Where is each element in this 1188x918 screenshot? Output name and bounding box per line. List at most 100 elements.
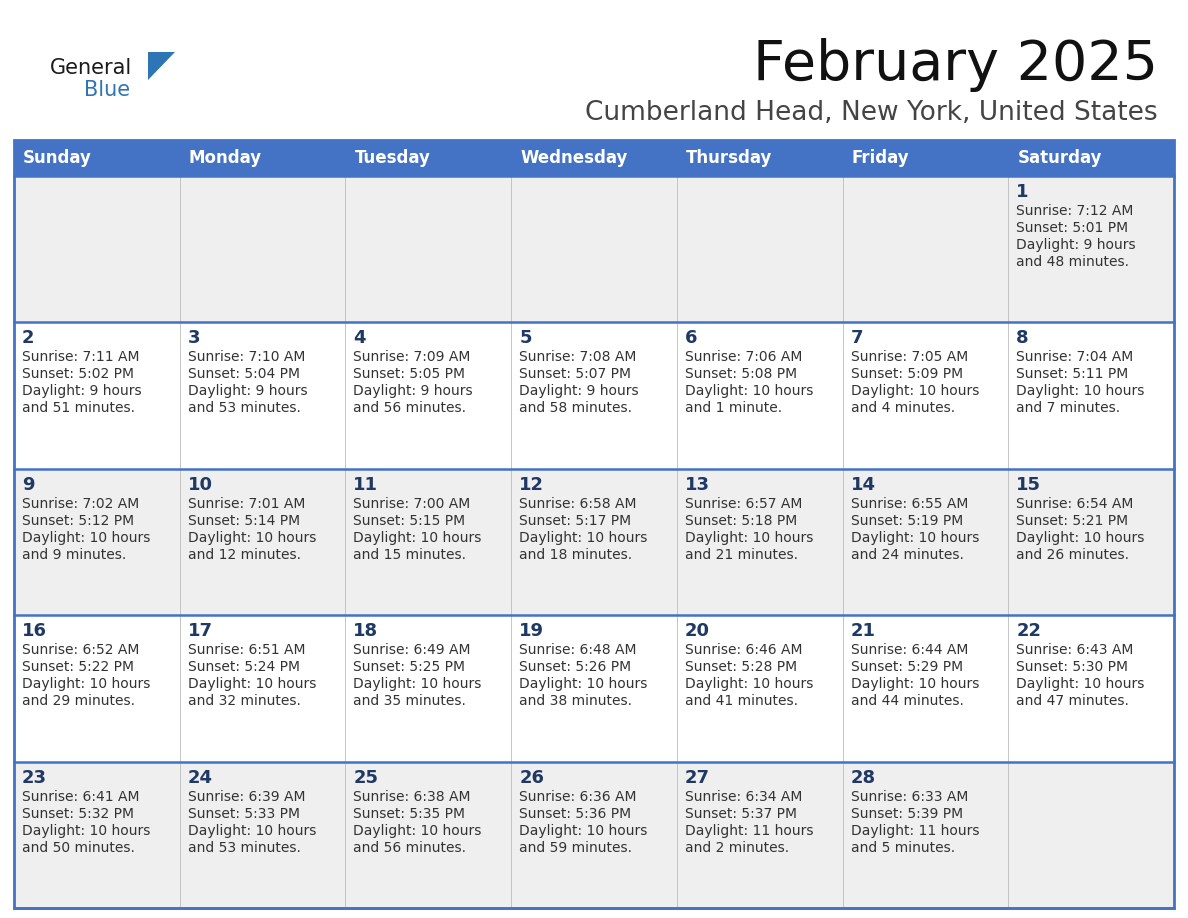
Text: Sunset: 5:26 PM: Sunset: 5:26 PM	[519, 660, 631, 674]
Text: Sunset: 5:05 PM: Sunset: 5:05 PM	[353, 367, 466, 381]
Text: 1: 1	[1016, 183, 1029, 201]
Text: Sunset: 5:04 PM: Sunset: 5:04 PM	[188, 367, 299, 381]
Text: Friday: Friday	[852, 149, 909, 167]
Text: Tuesday: Tuesday	[354, 149, 430, 167]
Text: Sunrise: 7:01 AM: Sunrise: 7:01 AM	[188, 497, 305, 510]
Text: 6: 6	[684, 330, 697, 347]
Text: and 53 minutes.: and 53 minutes.	[188, 401, 301, 416]
Text: Sunset: 5:32 PM: Sunset: 5:32 PM	[23, 807, 134, 821]
Text: Monday: Monday	[189, 149, 261, 167]
Text: Daylight: 10 hours: Daylight: 10 hours	[519, 823, 647, 837]
Text: Daylight: 10 hours: Daylight: 10 hours	[684, 677, 814, 691]
Text: Daylight: 9 hours: Daylight: 9 hours	[188, 385, 308, 398]
Text: Sunset: 5:08 PM: Sunset: 5:08 PM	[684, 367, 797, 381]
Text: Sunset: 5:28 PM: Sunset: 5:28 PM	[684, 660, 797, 674]
Text: Sunset: 5:36 PM: Sunset: 5:36 PM	[519, 807, 631, 821]
Text: Sunrise: 6:55 AM: Sunrise: 6:55 AM	[851, 497, 968, 510]
Text: 12: 12	[519, 476, 544, 494]
Text: and 35 minutes.: and 35 minutes.	[353, 694, 467, 708]
Text: Sunset: 5:35 PM: Sunset: 5:35 PM	[353, 807, 466, 821]
Text: Sunset: 5:24 PM: Sunset: 5:24 PM	[188, 660, 299, 674]
Text: Sunrise: 6:34 AM: Sunrise: 6:34 AM	[684, 789, 802, 803]
Bar	[14, 140, 1174, 908]
Text: Sunrise: 6:54 AM: Sunrise: 6:54 AM	[1016, 497, 1133, 510]
Text: Sunrise: 7:10 AM: Sunrise: 7:10 AM	[188, 351, 305, 364]
Text: Daylight: 10 hours: Daylight: 10 hours	[519, 677, 647, 691]
Text: Sunset: 5:17 PM: Sunset: 5:17 PM	[519, 514, 631, 528]
Text: and 24 minutes.: and 24 minutes.	[851, 548, 963, 562]
Text: and 21 minutes.: and 21 minutes.	[684, 548, 798, 562]
Text: Sunrise: 6:51 AM: Sunrise: 6:51 AM	[188, 644, 305, 657]
Text: 4: 4	[353, 330, 366, 347]
Text: Sunrise: 6:36 AM: Sunrise: 6:36 AM	[519, 789, 637, 803]
Text: and 32 minutes.: and 32 minutes.	[188, 694, 301, 708]
Text: Sunrise: 7:08 AM: Sunrise: 7:08 AM	[519, 351, 637, 364]
Text: Daylight: 10 hours: Daylight: 10 hours	[188, 677, 316, 691]
Text: Blue: Blue	[84, 80, 131, 100]
Text: 15: 15	[1016, 476, 1042, 494]
Text: 28: 28	[851, 768, 876, 787]
Text: Sunset: 5:21 PM: Sunset: 5:21 PM	[1016, 514, 1129, 528]
Text: Daylight: 10 hours: Daylight: 10 hours	[684, 531, 814, 544]
Text: 26: 26	[519, 768, 544, 787]
Text: Sunrise: 6:48 AM: Sunrise: 6:48 AM	[519, 644, 637, 657]
Bar	[14, 176, 1174, 322]
Text: Sunrise: 6:52 AM: Sunrise: 6:52 AM	[23, 644, 139, 657]
Text: 3: 3	[188, 330, 201, 347]
Text: Sunset: 5:01 PM: Sunset: 5:01 PM	[1016, 221, 1129, 235]
Text: 13: 13	[684, 476, 710, 494]
Text: Sunset: 5:33 PM: Sunset: 5:33 PM	[188, 807, 299, 821]
Text: and 44 minutes.: and 44 minutes.	[851, 694, 963, 708]
Text: Sunrise: 7:09 AM: Sunrise: 7:09 AM	[353, 351, 470, 364]
Text: 27: 27	[684, 768, 710, 787]
Text: Sunset: 5:12 PM: Sunset: 5:12 PM	[23, 514, 134, 528]
Text: 19: 19	[519, 622, 544, 640]
Text: Sunrise: 7:00 AM: Sunrise: 7:00 AM	[353, 497, 470, 510]
Text: 2: 2	[23, 330, 34, 347]
Text: Sunset: 5:29 PM: Sunset: 5:29 PM	[851, 660, 962, 674]
Text: Daylight: 10 hours: Daylight: 10 hours	[851, 677, 979, 691]
Text: Sunday: Sunday	[23, 149, 91, 167]
Text: and 50 minutes.: and 50 minutes.	[23, 841, 135, 855]
Text: and 7 minutes.: and 7 minutes.	[1016, 401, 1120, 416]
Text: Saturday: Saturday	[1017, 149, 1101, 167]
Text: Daylight: 10 hours: Daylight: 10 hours	[353, 531, 482, 544]
Text: 24: 24	[188, 768, 213, 787]
Text: February 2025: February 2025	[753, 38, 1158, 92]
Text: Sunrise: 6:43 AM: Sunrise: 6:43 AM	[1016, 644, 1133, 657]
Text: and 41 minutes.: and 41 minutes.	[684, 694, 798, 708]
Bar	[14, 615, 1174, 762]
Text: and 53 minutes.: and 53 minutes.	[188, 841, 301, 855]
Text: Daylight: 10 hours: Daylight: 10 hours	[23, 823, 151, 837]
Text: Daylight: 10 hours: Daylight: 10 hours	[353, 677, 482, 691]
Text: Sunset: 5:22 PM: Sunset: 5:22 PM	[23, 660, 134, 674]
Text: and 26 minutes.: and 26 minutes.	[1016, 548, 1130, 562]
Text: Sunrise: 6:58 AM: Sunrise: 6:58 AM	[519, 497, 637, 510]
Text: Cumberland Head, New York, United States: Cumberland Head, New York, United States	[586, 100, 1158, 126]
Text: and 56 minutes.: and 56 minutes.	[353, 841, 467, 855]
Text: General: General	[50, 58, 132, 78]
Text: and 5 minutes.: and 5 minutes.	[851, 841, 955, 855]
Text: Sunset: 5:39 PM: Sunset: 5:39 PM	[851, 807, 962, 821]
Text: Sunset: 5:02 PM: Sunset: 5:02 PM	[23, 367, 134, 381]
Text: Thursday: Thursday	[685, 149, 772, 167]
Text: Sunset: 5:11 PM: Sunset: 5:11 PM	[1016, 367, 1129, 381]
Polygon shape	[148, 52, 175, 80]
Text: Daylight: 9 hours: Daylight: 9 hours	[519, 385, 639, 398]
Text: Daylight: 9 hours: Daylight: 9 hours	[1016, 238, 1136, 252]
Text: and 29 minutes.: and 29 minutes.	[23, 694, 135, 708]
Text: 14: 14	[851, 476, 876, 494]
Text: Sunset: 5:09 PM: Sunset: 5:09 PM	[851, 367, 962, 381]
Text: and 48 minutes.: and 48 minutes.	[1016, 255, 1130, 269]
Bar	[14, 469, 1174, 615]
Text: Sunrise: 7:05 AM: Sunrise: 7:05 AM	[851, 351, 968, 364]
Text: and 58 minutes.: and 58 minutes.	[519, 401, 632, 416]
Text: 22: 22	[1016, 622, 1042, 640]
Text: 8: 8	[1016, 330, 1029, 347]
Text: 16: 16	[23, 622, 48, 640]
Text: and 1 minute.: and 1 minute.	[684, 401, 782, 416]
Text: 9: 9	[23, 476, 34, 494]
Text: Daylight: 10 hours: Daylight: 10 hours	[23, 531, 151, 544]
Text: Sunrise: 6:41 AM: Sunrise: 6:41 AM	[23, 789, 139, 803]
Text: Sunrise: 6:39 AM: Sunrise: 6:39 AM	[188, 789, 305, 803]
